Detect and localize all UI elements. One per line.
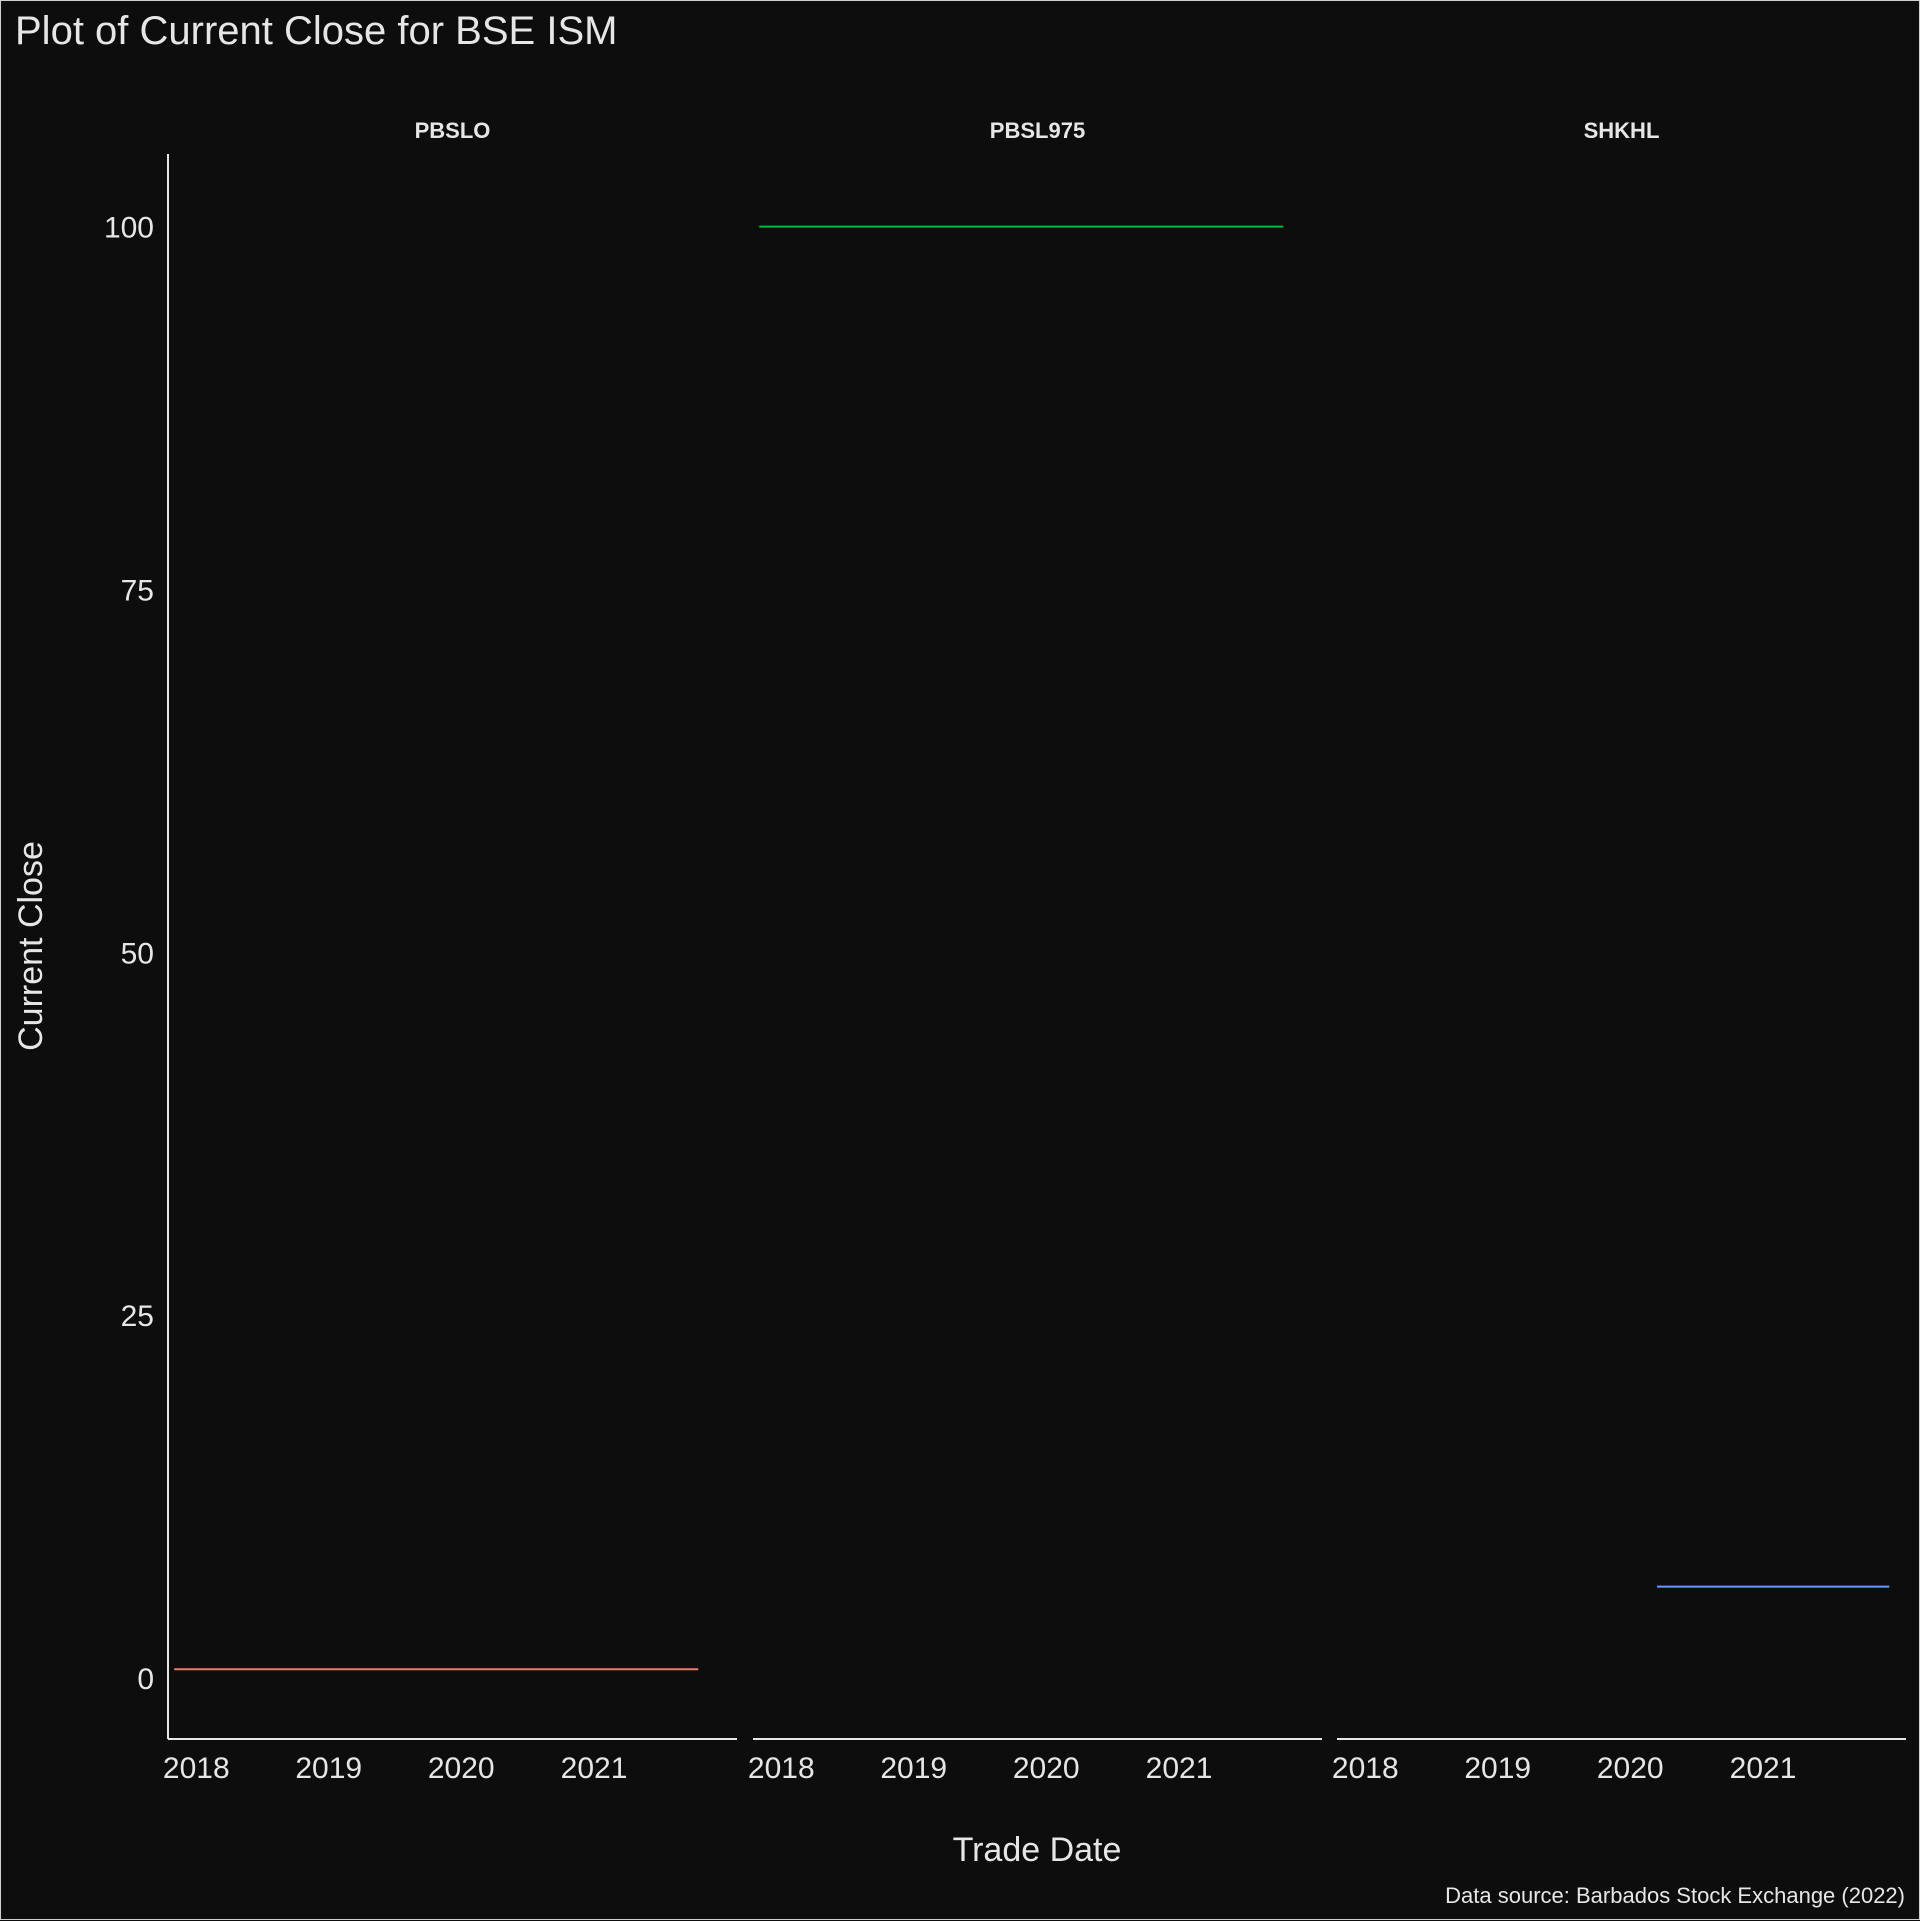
chart-panels: 0 25 50 75 100 PBSLO 2018 2019 2020 2021 PBSL975 20… xyxy=(104,118,1906,1785)
x-tick-label: 2019 xyxy=(295,1752,362,1785)
x-tick-label: 2020 xyxy=(1013,1752,1080,1785)
y-tick-label: 25 xyxy=(121,1300,154,1333)
chart-caption: Data source: Barbados Stock Exchange (20… xyxy=(1445,1883,1905,1908)
x-tick-label: 2021 xyxy=(561,1752,628,1785)
x-tick-label: 2018 xyxy=(163,1752,230,1785)
x-axis-title: Trade Date xyxy=(953,1831,1122,1869)
facet-strip-label: PBSLO xyxy=(415,118,491,143)
facet-strip-label: SHKHL xyxy=(1584,118,1660,143)
x-tick-label: 2019 xyxy=(880,1752,947,1785)
x-tick-label: 2020 xyxy=(428,1752,495,1785)
x-tick-label: 2020 xyxy=(1597,1752,1664,1785)
y-tick-label: 0 xyxy=(137,1663,154,1696)
y-tick-label: 100 xyxy=(104,212,154,245)
y-tick-label: 75 xyxy=(121,574,154,607)
x-tick-label: 2019 xyxy=(1464,1752,1531,1785)
facet-strip-label: PBSL975 xyxy=(990,118,1085,143)
chart-title: Plot of Current Close for BSE ISM xyxy=(15,9,617,53)
y-tick-label: 50 xyxy=(121,937,154,970)
x-tick-label: 2021 xyxy=(1146,1752,1213,1785)
x-tick-label: 2021 xyxy=(1730,1752,1797,1785)
x-tick-label: 2018 xyxy=(748,1752,815,1785)
x-tick-label: 2018 xyxy=(1332,1752,1399,1785)
y-axis-title: Current Close xyxy=(12,841,50,1051)
